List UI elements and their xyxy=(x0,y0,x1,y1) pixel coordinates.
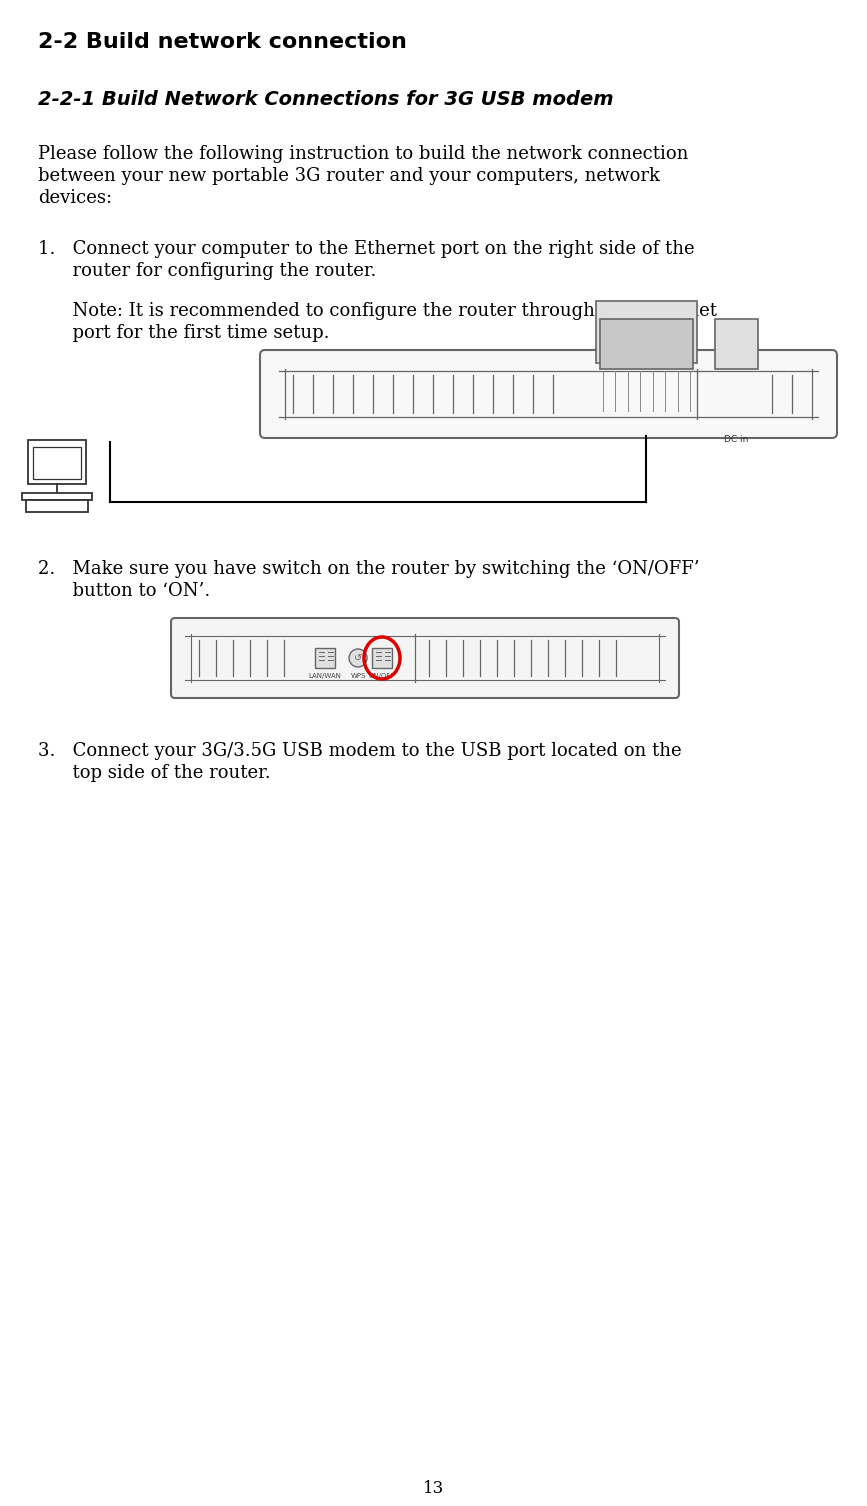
Text: 13: 13 xyxy=(423,1480,444,1497)
Text: port for the first time setup.: port for the first time setup. xyxy=(38,324,329,342)
Text: between your new portable 3G router and your computers, network: between your new portable 3G router and … xyxy=(38,167,660,185)
Bar xyxy=(28,440,86,483)
Text: 2.   Make sure you have switch on the router by switching the ‘ON/OFF’: 2. Make sure you have switch on the rout… xyxy=(38,560,700,578)
Text: button to ‘ON’.: button to ‘ON’. xyxy=(38,581,211,599)
Bar xyxy=(33,447,81,479)
Bar xyxy=(26,500,88,512)
Bar xyxy=(22,492,92,500)
Text: 2-2 Build network connection: 2-2 Build network connection xyxy=(38,32,407,53)
Text: 1.   Connect your computer to the Ethernet port on the right side of the: 1. Connect your computer to the Ethernet… xyxy=(38,239,694,258)
Text: LAN/WAN: LAN/WAN xyxy=(309,673,342,679)
Text: top side of the router.: top side of the router. xyxy=(38,764,271,782)
Text: router for configuring the router.: router for configuring the router. xyxy=(38,262,376,280)
Text: Note: It is recommended to configure the router through the Ethernet: Note: It is recommended to configure the… xyxy=(38,303,717,319)
Bar xyxy=(315,648,335,669)
Bar xyxy=(715,319,758,369)
Text: WPS: WPS xyxy=(350,673,366,679)
Text: devices:: devices: xyxy=(38,188,112,206)
Text: Please follow the following instruction to build the network connection: Please follow the following instruction … xyxy=(38,145,688,163)
Text: 3.   Connect your 3G/3.5G USB modem to the USB port located on the: 3. Connect your 3G/3.5G USB modem to the… xyxy=(38,742,681,761)
Circle shape xyxy=(349,649,367,667)
Text: DC in: DC in xyxy=(724,435,748,444)
Bar xyxy=(596,301,697,363)
FancyBboxPatch shape xyxy=(171,617,679,697)
Text: 2-2-1 Build Network Connections for 3G USB modem: 2-2-1 Build Network Connections for 3G U… xyxy=(38,90,614,108)
Bar xyxy=(372,648,392,669)
FancyBboxPatch shape xyxy=(260,349,837,438)
Bar xyxy=(599,319,693,369)
Text: ON/OFF: ON/OFF xyxy=(368,673,395,679)
Text: ↺: ↺ xyxy=(354,654,362,663)
